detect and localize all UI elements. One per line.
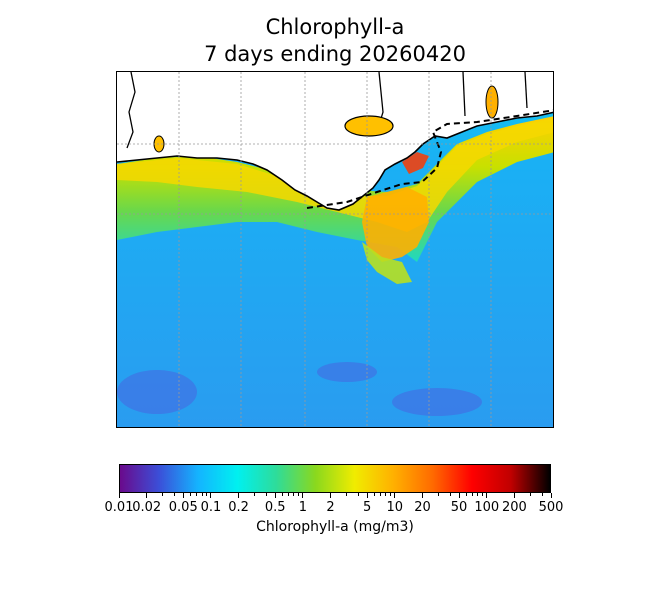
colorbar-minor-tick: [513, 493, 515, 496]
colorbar-minor-tick: [330, 493, 332, 496]
colorbar-tick-label: 0.01: [104, 500, 134, 515]
colorbar-minor-tick: [238, 493, 240, 496]
colorbar-minor-tick: [373, 493, 375, 496]
colorbar-tick: [486, 493, 488, 498]
land-area: [117, 72, 553, 210]
colorbar-minor-tick: [458, 493, 460, 496]
colorbar-tick-label: 10: [386, 500, 404, 515]
colorbar-minor-tick: [288, 493, 290, 496]
colorbar-tick-label: 5: [362, 500, 372, 515]
state-border-3: [462, 72, 466, 117]
colorbar-tick-label: 2: [326, 500, 335, 515]
colorbar-minor-tick: [298, 493, 300, 496]
colorbar-minor-tick: [190, 493, 192, 496]
lake-yellow: [344, 115, 394, 137]
state-border-1: [126, 72, 136, 149]
title-line-1: Chlorophyll-a: [265, 15, 405, 39]
colorbar-minor-tick: [477, 493, 479, 496]
colorbar-tick-label: 1: [298, 500, 307, 515]
colorbar-tick: [302, 493, 304, 498]
title-line-2: 7 days ending 20260420: [204, 42, 466, 66]
colorbar-minor-tick: [380, 493, 382, 496]
colorbar-tick-label: 0.02: [132, 500, 162, 515]
colorbar-tick-label: 0.5: [264, 500, 286, 515]
colorbar-minor-tick: [293, 493, 295, 496]
colorbar-minor-tick: [471, 493, 473, 496]
colorbar-tick: [118, 493, 120, 498]
colorbar-tick-label: 20: [414, 500, 431, 515]
colorbar-minor-tick: [265, 493, 267, 496]
colorbar-ticks: 0.01 0.02 0.05 0.1 0.2 0.5 1 2 5 10 20 50 100 200 500: [105, 493, 563, 523]
colorbar-tick-label: 100: [474, 500, 500, 515]
colorbar-minor-tick: [541, 493, 543, 496]
colorbar-tick-label: 200: [501, 500, 527, 515]
coastline: [117, 111, 553, 211]
colorbar-minor-tick: [530, 493, 532, 496]
colorbar-tick-label: 500: [538, 500, 564, 515]
colorbar-tick-label: 0.2: [228, 500, 249, 515]
colorbar-minor-tick: [201, 493, 203, 496]
delta-plume: [362, 187, 429, 262]
colorbar: [119, 464, 551, 493]
colorbar-minor-tick: [206, 493, 208, 496]
low-chlorophyll-patches: [117, 362, 482, 416]
gridlines: [117, 72, 553, 427]
colorbar-minor-tick: [390, 493, 392, 496]
colorbar-tick-label: 0.05: [168, 500, 198, 515]
colorbar-minor-tick: [366, 493, 368, 496]
colorbar-minor-tick: [346, 493, 348, 496]
colorbar-tick-label: 50: [450, 500, 468, 515]
bay-yellow: [485, 85, 499, 119]
colorbar-minor-tick: [482, 493, 484, 496]
colorbar-tick-label: 0.1: [200, 500, 222, 515]
colorbar-minor-tick: [281, 493, 283, 496]
colorbar-tick: [550, 493, 552, 498]
colorbar-minor-tick: [357, 493, 359, 496]
chlorophyll-map: [116, 71, 554, 428]
colorbar-minor-tick: [173, 493, 175, 496]
colorbar-minor-tick: [162, 493, 164, 496]
state-border-4: [524, 72, 528, 109]
colorbar-minor-tick: [146, 493, 148, 496]
colorbar-minor-tick: [254, 493, 256, 496]
colorbar-tick: [394, 493, 396, 498]
colorbar-minor-tick: [196, 493, 198, 496]
colorbar-minor-tick: [274, 493, 276, 496]
colorbar-minor-tick: [438, 493, 440, 496]
colorbar-minor-tick: [421, 493, 423, 496]
plume-tail: [362, 242, 412, 284]
map-title: Chlorophyll-a 7 days ending 20260420: [0, 14, 653, 68]
colorbar-minor-tick: [182, 493, 184, 496]
colorbar-minor-tick: [465, 493, 467, 496]
colorbar-label: Chlorophyll-a (mg/m3): [256, 519, 414, 535]
colorbar-tick: [210, 493, 212, 498]
colorbar-minor-tick: [449, 493, 451, 496]
colorbar-minor-tick: [385, 493, 387, 496]
